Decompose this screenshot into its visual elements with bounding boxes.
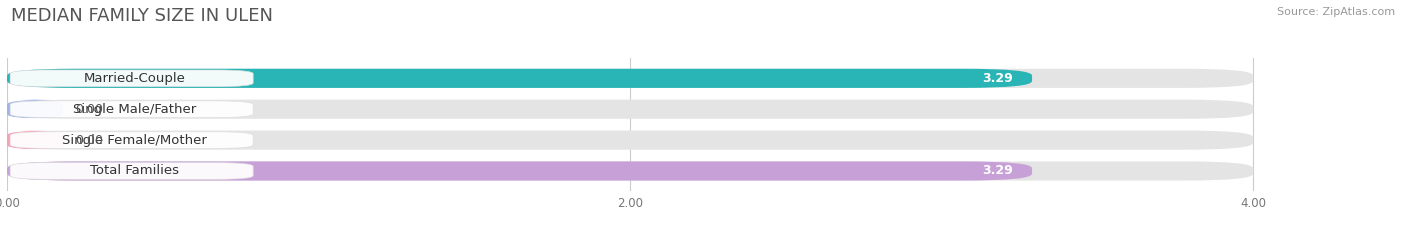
Text: Source: ZipAtlas.com: Source: ZipAtlas.com bbox=[1277, 7, 1395, 17]
Text: MEDIAN FAMILY SIZE IN ULEN: MEDIAN FAMILY SIZE IN ULEN bbox=[11, 7, 273, 25]
Text: 3.29: 3.29 bbox=[983, 164, 1014, 178]
FancyBboxPatch shape bbox=[10, 132, 253, 148]
FancyBboxPatch shape bbox=[7, 161, 1032, 181]
FancyBboxPatch shape bbox=[7, 69, 1032, 88]
FancyBboxPatch shape bbox=[7, 100, 63, 119]
Text: Married-Couple: Married-Couple bbox=[84, 72, 186, 85]
Text: Single Male/Father: Single Male/Father bbox=[73, 103, 197, 116]
FancyBboxPatch shape bbox=[7, 69, 1253, 88]
Text: 0.00: 0.00 bbox=[76, 103, 104, 116]
Text: Single Female/Mother: Single Female/Mother bbox=[62, 134, 207, 147]
FancyBboxPatch shape bbox=[10, 101, 253, 118]
Text: 0.00: 0.00 bbox=[76, 134, 104, 147]
FancyBboxPatch shape bbox=[7, 130, 63, 150]
FancyBboxPatch shape bbox=[7, 161, 1253, 181]
Text: Total Families: Total Families bbox=[90, 164, 180, 178]
Text: 3.29: 3.29 bbox=[983, 72, 1014, 85]
FancyBboxPatch shape bbox=[10, 163, 253, 179]
FancyBboxPatch shape bbox=[7, 100, 1253, 119]
FancyBboxPatch shape bbox=[7, 130, 1253, 150]
FancyBboxPatch shape bbox=[10, 70, 253, 87]
